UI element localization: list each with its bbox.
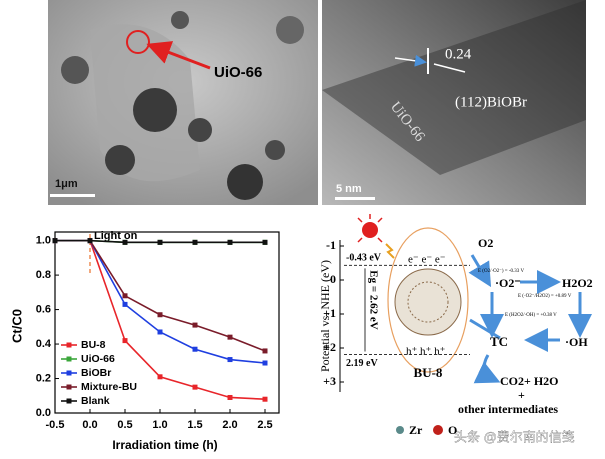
y-tick-label: 1.0 xyxy=(36,235,51,247)
x-tick-label: 0.5 xyxy=(117,419,132,431)
spacing-label: 0.24 xyxy=(445,46,472,62)
potential-tick-label: +1 xyxy=(323,306,336,320)
legend-label: BiOBr xyxy=(81,367,111,379)
image-label: UiO-66 xyxy=(214,64,262,81)
potential-note: E (H2O2/·OH) = +0.38 V xyxy=(505,313,557,318)
x-tick-label: 0.0 xyxy=(82,419,97,431)
data-point xyxy=(52,238,58,244)
y-tick-label: 0.4 xyxy=(36,338,52,350)
band-edge-label: 2.19 eV xyxy=(346,358,378,369)
data-point xyxy=(122,301,128,307)
species: TC xyxy=(490,334,508,349)
data-point xyxy=(227,394,233,400)
species: ·OH xyxy=(565,335,588,349)
products: + xyxy=(518,388,525,402)
diagram-shapes xyxy=(339,214,592,435)
data-point xyxy=(262,239,268,245)
plane-label: (112)BiOBr xyxy=(455,94,527,110)
data-point xyxy=(227,357,233,363)
y-axis-label: Ct/C0 xyxy=(9,309,24,343)
potential-tick-label: 0 xyxy=(330,272,336,286)
species: H2O2 xyxy=(562,276,593,290)
diagram-axis-label: Potential vs. NHE (eV) xyxy=(318,260,332,372)
data-point xyxy=(262,348,268,354)
x-tick-label: -0.5 xyxy=(46,419,65,431)
data-point xyxy=(192,384,198,390)
gap-label: Eg = 2.62 eV xyxy=(367,270,379,329)
legend-label: Blank xyxy=(81,395,110,407)
data-point xyxy=(87,238,93,244)
electrons: e⁻ e⁻ e⁻ xyxy=(408,254,446,266)
products: other intermediates xyxy=(458,402,558,416)
legend-marker xyxy=(66,370,72,376)
x-tick-label: 2.5 xyxy=(257,419,272,431)
data-point xyxy=(122,338,128,344)
legend-label: O xyxy=(448,423,457,437)
y-tick-label: 0.0 xyxy=(36,407,51,419)
data-point xyxy=(262,360,268,366)
y-tick-label: 0.8 xyxy=(36,269,51,281)
potential-tick-label: -1 xyxy=(326,238,336,252)
y-tick-label: 0.6 xyxy=(36,303,51,315)
legend-marker xyxy=(66,398,72,404)
x-tick-label: 1.5 xyxy=(187,419,202,431)
legend-marker xyxy=(66,356,72,362)
legend-label: BU-8 xyxy=(81,339,106,351)
y-tick-label: 0.2 xyxy=(36,372,51,384)
potential-note: E (·O2⁻/H2O2) = +0.89 V xyxy=(518,294,572,299)
hrtem-image xyxy=(322,0,586,205)
species: O2 xyxy=(478,236,493,250)
watermark: 头条 @费尔南的信笺 xyxy=(454,429,575,444)
products: CO2+ H2O xyxy=(500,374,559,388)
scale-label: 5 nm xyxy=(336,183,362,195)
band-edge-label: -0.43 eV xyxy=(346,253,382,264)
data-point xyxy=(192,322,198,328)
catalyst-name: BU-8 xyxy=(414,365,443,380)
data-point xyxy=(192,239,198,245)
x-tick-label: 1.0 xyxy=(152,419,167,431)
legend-label: UiO-66 xyxy=(81,353,115,365)
tem-image xyxy=(48,0,318,205)
data-point xyxy=(157,374,163,380)
species: ·O2⁻ xyxy=(495,276,521,290)
data-point xyxy=(157,312,163,318)
x-tick-label: 2.0 xyxy=(222,419,237,431)
data-point xyxy=(262,396,268,402)
x-axis-label: Irradiation time (h) xyxy=(112,438,217,452)
data-point xyxy=(157,239,163,245)
annotation: Light on xyxy=(94,230,138,242)
legend-label: Zr xyxy=(409,423,423,437)
data-point xyxy=(227,239,233,245)
data-point xyxy=(157,329,163,335)
potential-tick-label: +3 xyxy=(323,374,336,388)
holes: h⁺ h⁺ h⁺ xyxy=(406,346,446,358)
scale-label: 1μm xyxy=(55,178,78,190)
data-point xyxy=(122,239,128,245)
plot-frame xyxy=(54,231,280,414)
legend-marker xyxy=(66,384,72,390)
potential-note: E (O2/·O2⁻) = -0.33 V xyxy=(478,269,524,274)
potential-tick-label: +2 xyxy=(323,340,336,354)
legend-label: Mixture-BU xyxy=(81,381,137,393)
data-point xyxy=(192,346,198,352)
data-point xyxy=(122,293,128,299)
data-point xyxy=(227,334,233,340)
legend-marker xyxy=(66,342,72,348)
